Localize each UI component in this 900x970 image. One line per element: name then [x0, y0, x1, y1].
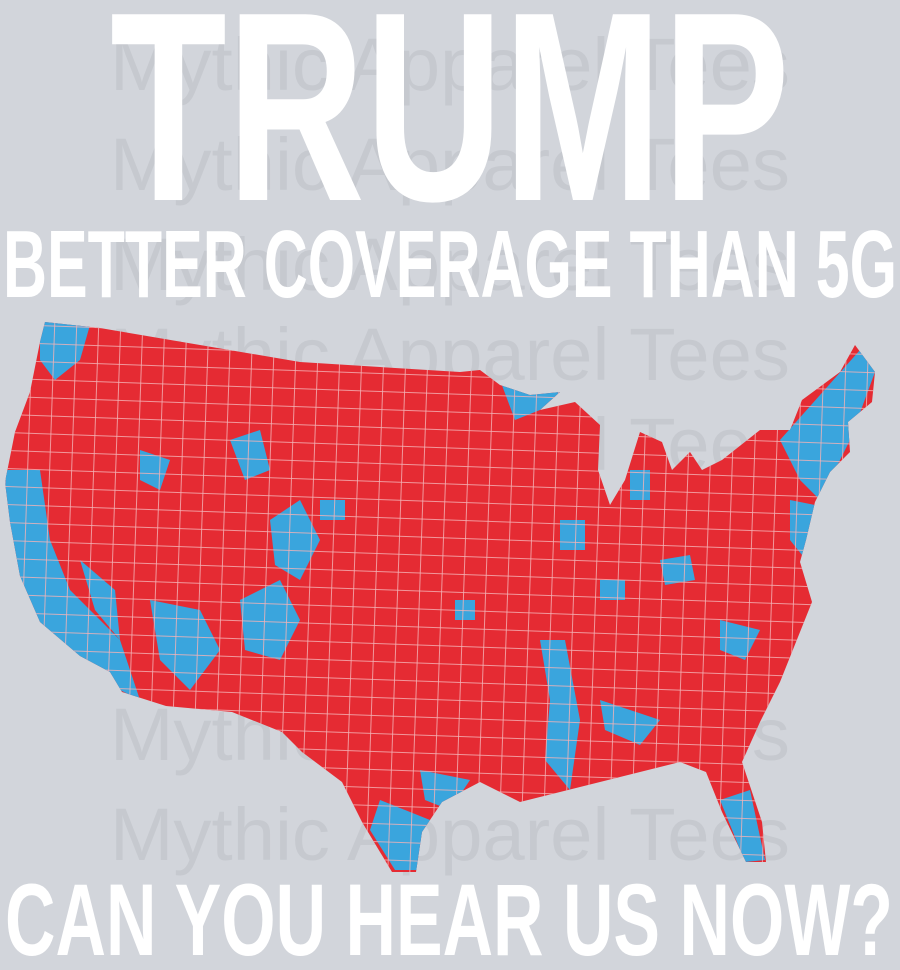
watermark: Mythic Apparel Tees: [110, 223, 790, 306]
bottom-line: CAN YOU HEAR US NOW?: [5, 863, 893, 970]
headline: TRUMP: [110, 0, 790, 258]
watermark: Mythic Apparel Tees: [110, 23, 790, 106]
watermark: Mythic Apparel Tees: [110, 123, 790, 206]
watermark: Mythic Apparel Tees: [110, 793, 790, 876]
tagline: BETTER COVERAGE THAN 5G: [3, 211, 897, 318]
